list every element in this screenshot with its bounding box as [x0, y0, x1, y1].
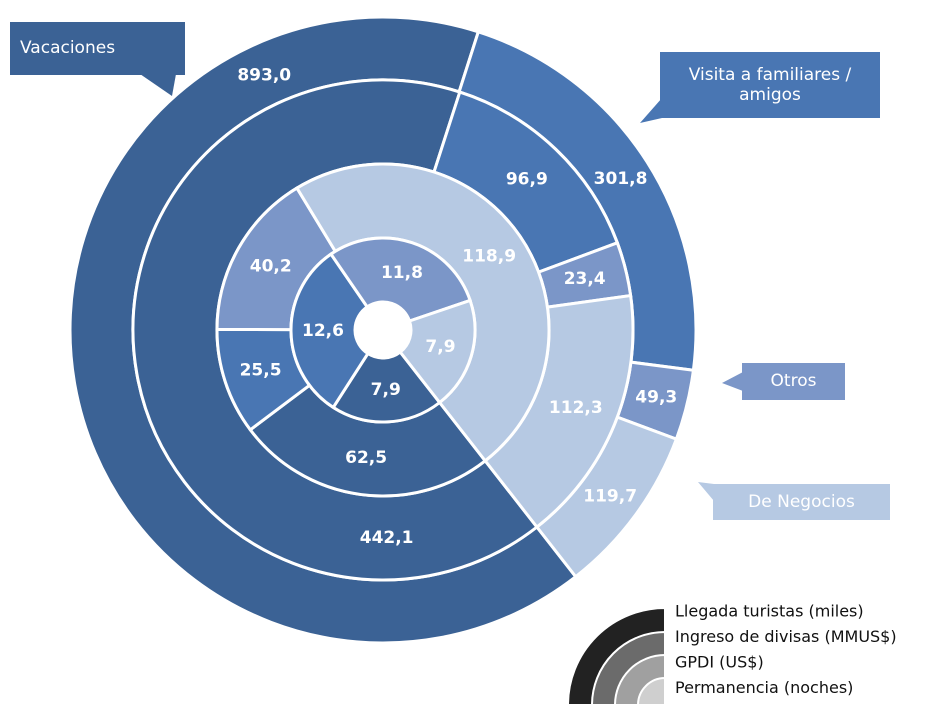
callout-label: Visita a familiares / amigos	[660, 52, 880, 118]
callout-pointer	[698, 482, 714, 501]
legend-label: Ingreso de divisas (MMUS$)	[675, 627, 897, 646]
data-label: 12,6	[302, 321, 344, 341]
ring-segment	[328, 236, 473, 323]
legend-label: Llegada turistas (miles)	[675, 602, 864, 621]
data-label: 40,2	[250, 256, 292, 276]
data-label: 23,4	[564, 269, 606, 289]
legend-label: Permanencia (noches)	[675, 678, 853, 697]
data-label: 301,8	[594, 169, 648, 189]
data-label: 62,5	[345, 448, 387, 468]
data-label: 119,7	[583, 486, 637, 506]
data-label: 25,5	[240, 361, 282, 381]
data-label: 96,9	[506, 170, 548, 190]
data-label: 11,8	[381, 263, 423, 283]
callout-label: Otros	[742, 363, 845, 400]
data-label: 49,3	[635, 388, 677, 408]
callout-pointer	[140, 74, 176, 96]
data-label: 7,9	[371, 380, 401, 400]
data-label: 893,0	[237, 65, 291, 85]
ring-segment	[398, 298, 477, 405]
callout-pointer	[722, 372, 743, 391]
callout-label: Vacaciones	[10, 22, 185, 75]
data-label: 7,9	[425, 337, 455, 357]
data-label: 442,1	[360, 528, 414, 548]
callout-pointer	[640, 98, 662, 123]
legend-swatch	[637, 676, 666, 704]
callout-label: De Negocios	[713, 484, 890, 520]
data-label: 118,9	[462, 247, 516, 267]
legend-label: GPDI (US$)	[675, 653, 764, 672]
data-label: 112,3	[549, 398, 603, 418]
ring-segment	[289, 252, 370, 410]
